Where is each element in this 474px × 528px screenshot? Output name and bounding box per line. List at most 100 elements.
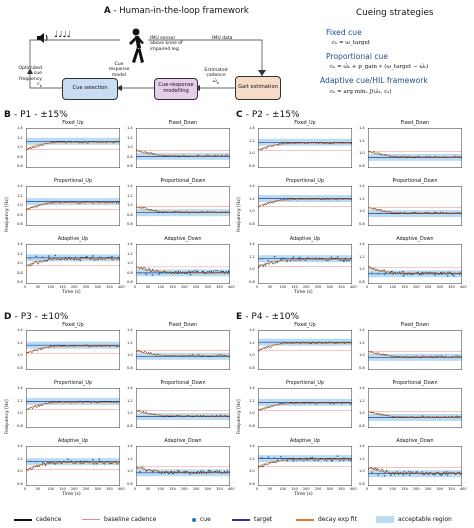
omega-sub: k <box>216 79 220 85</box>
legend-cue-label: cue <box>200 516 211 523</box>
cue-point <box>92 458 94 461</box>
cue-point <box>317 257 320 259</box>
y-tick-label: 1.2 <box>249 196 255 201</box>
proportional-cue-label: Proportional cue <box>326 52 389 61</box>
y-tick-label: 0.8 <box>249 222 255 226</box>
subplot-proportional-up: Proportional_Up 1.4 1.2 1.0 0.8 <box>17 381 120 428</box>
x-tick-label: 50 <box>145 487 151 491</box>
y-tick-label: 1.4 <box>17 126 23 130</box>
cue-point <box>48 255 50 257</box>
panel-a-title-text: - Human-in-the-loop framework <box>113 6 249 16</box>
y-tick-label: 1.0 <box>249 411 255 416</box>
y-tick-label: 0.8 <box>249 280 255 284</box>
cue-point <box>98 458 101 461</box>
decay-fit-line <box>368 207 462 214</box>
cue-point <box>267 456 270 458</box>
cue-point <box>164 271 167 274</box>
subplot-graphic <box>136 446 230 486</box>
y-tick-label: 1.2 <box>249 398 255 403</box>
x-tick-label: 100 <box>47 487 54 491</box>
y-tick-label: 1.0 <box>359 411 365 416</box>
x-tick-label: 100 <box>47 285 54 289</box>
ck-symbol: ck <box>8 82 42 88</box>
subplot-title: Adaptive_Down <box>164 439 202 444</box>
subplot-fixed-down: Fixed_Down 1.4 1.2 1.0 0.8 0.6 <box>127 121 230 168</box>
cue-point <box>66 458 69 461</box>
panel-b-title: B - P1 - ±15% <box>4 110 68 120</box>
framework-connectors <box>27 39 266 91</box>
decay-fit-line <box>26 401 120 410</box>
y-tick-label: 0.8 <box>127 366 133 370</box>
legend-target-label: target <box>254 516 273 523</box>
subplot-title: Proportional_Down <box>392 381 438 386</box>
legend-baseline-label: baseline cadence <box>104 516 157 523</box>
decay-fit-line <box>136 349 230 357</box>
legend-decay: decay exp fit <box>296 516 357 523</box>
y-axis-label: Frequency [Hz] <box>5 399 10 434</box>
subplot-proportional-down: Proportional_Down 1.4 1.2 1.0 0.8 <box>359 381 462 428</box>
x-tick-label: 200 <box>71 285 78 289</box>
y-tick-label: 1.2 <box>359 254 365 259</box>
x-tick-label: 400 <box>118 487 125 491</box>
y-tick-label: 1.2 <box>127 340 133 345</box>
legend-decay-label: decay exp fit <box>318 516 357 523</box>
legend-acceptable: acceptable region <box>376 516 452 523</box>
subplot-graphic <box>258 244 352 284</box>
x-tick-label: 250 <box>424 487 432 491</box>
x-tick-label: 250 <box>82 487 90 491</box>
estimated-line2: cadence <box>206 73 226 79</box>
y-tick-label: 0.6 <box>127 280 133 284</box>
y-axis-label: Frequency [Hz] <box>237 197 242 232</box>
estimated-line1: Estimated <box>204 68 228 73</box>
subplot-proportional-up: Proportional_Up 1.4 1.2 1.0 0.8 <box>249 381 352 428</box>
y-tick-label: 0.8 <box>17 270 23 275</box>
plot-frame <box>136 446 230 486</box>
cue-point <box>434 274 436 276</box>
cue-point <box>35 460 38 463</box>
decay-fit-line <box>368 350 462 358</box>
subplot-title: Proportional_Down <box>160 179 206 184</box>
cue-point <box>280 456 282 458</box>
cue-response-line1: Cue <box>114 62 124 67</box>
decay-fit-line <box>26 141 120 150</box>
x-tick-label: 0 <box>256 487 259 491</box>
x-tick-label: 100 <box>279 487 286 491</box>
x-tick-label: 50 <box>267 285 273 289</box>
x-tick-label: 100 <box>389 487 396 491</box>
x-tick-label: 300 <box>326 285 333 289</box>
cue-point <box>158 273 160 276</box>
x-tick-label: 350 <box>338 487 345 491</box>
y-axis-label: Frequency [Hz] <box>237 399 242 434</box>
x-tick-label: 200 <box>413 285 420 289</box>
y-tick-label: 1.0 <box>359 353 365 358</box>
x-axis-label: Time (s) <box>294 492 313 497</box>
y-tick-label: 0.8 <box>17 154 23 159</box>
legend-cue: cue <box>186 516 211 523</box>
x-tick-label: 350 <box>106 487 113 491</box>
y-tick-label: 0.8 <box>359 366 365 370</box>
y-tick-label: 1.0 <box>17 353 23 358</box>
y-tick-label: 1.0 <box>249 267 255 272</box>
x-tick-label: 0 <box>256 285 259 289</box>
decay-fit-line <box>26 345 120 354</box>
x-axis-label: Time (s) <box>62 290 81 295</box>
x-tick-label: 350 <box>448 487 455 491</box>
plot-frame <box>258 128 352 168</box>
cue-point <box>273 255 276 258</box>
y-tick-label: 1.0 <box>359 469 365 474</box>
x-tick-label: 300 <box>94 487 101 491</box>
y-tick-label: 1.0 <box>17 203 23 207</box>
y-tick-label: 0.8 <box>359 222 365 226</box>
y-tick-label: 0.6 <box>127 222 133 226</box>
subplot-fixed-up: Fixed_Up 1.4 1.2 1.0 0.8 <box>249 323 352 370</box>
subplot-graphic <box>26 186 120 226</box>
x-tick-label: 350 <box>338 285 345 289</box>
y-tick-label: 1.0 <box>17 261 23 265</box>
fixed-cue-label: Fixed cue <box>326 28 362 37</box>
adaptive-cue-label: Adaptive cue/HIL framework <box>320 76 428 85</box>
y-tick-label: 1.4 <box>127 444 133 448</box>
x-tick-label: 200 <box>303 285 310 289</box>
y-tick-label: 0.8 <box>127 270 133 275</box>
subplot-graphic <box>368 388 462 428</box>
plot-frame <box>136 128 230 168</box>
